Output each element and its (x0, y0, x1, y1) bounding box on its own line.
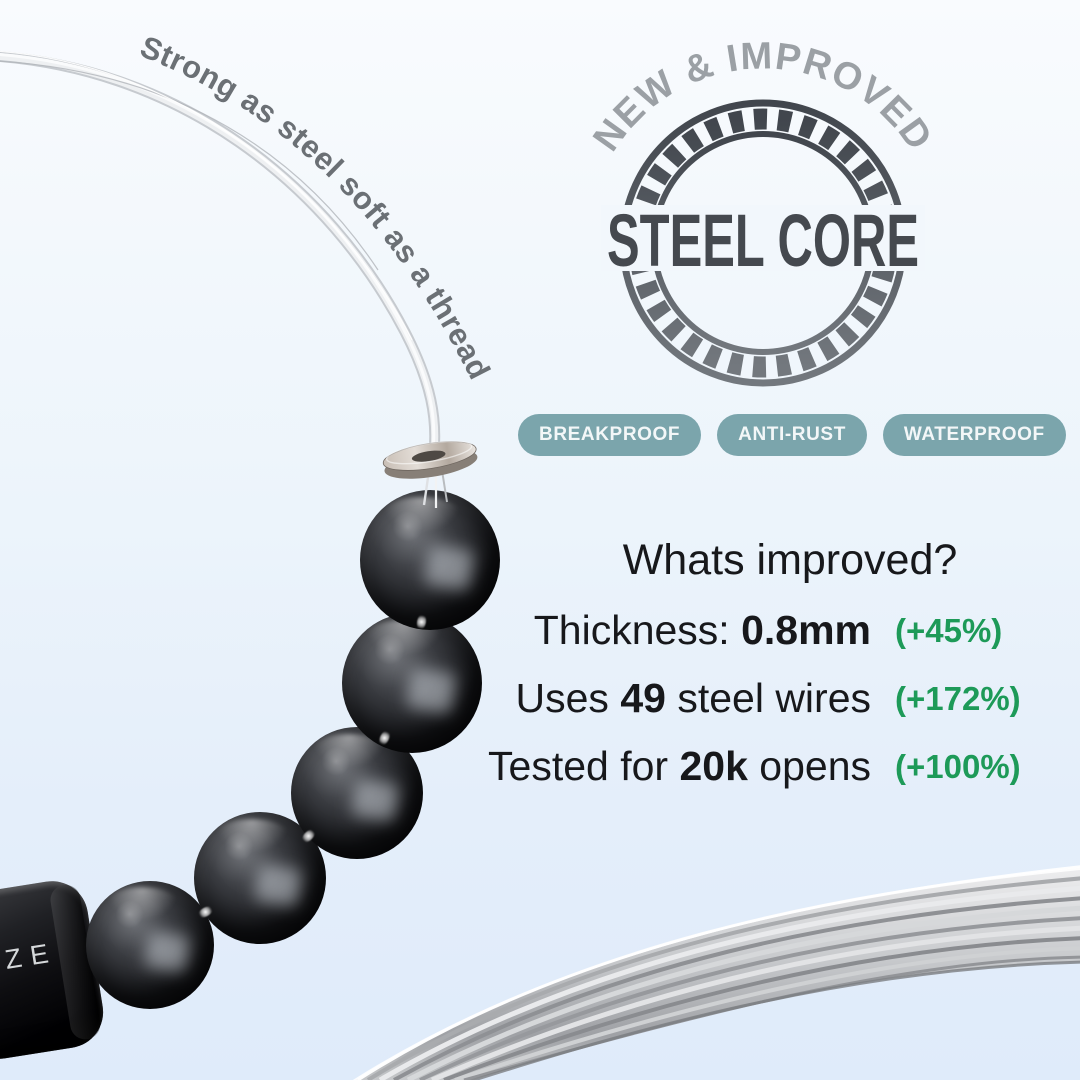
improvement-row-opens: Tested for 20k opens (488, 743, 871, 789)
steel-thread-wire (0, 50, 441, 458)
thread-caption: Strong as steel soft as a thread (135, 29, 497, 385)
steel-cable (352, 865, 1080, 1080)
pill-anti-rust: ANTI-RUST (717, 414, 867, 456)
bead (360, 490, 500, 630)
bead (86, 881, 214, 1009)
bead (342, 613, 482, 753)
improvement-delta: (+172%) (895, 679, 1021, 717)
badge-arc-text: NEW & IMPROVED (585, 35, 940, 159)
improvement-row-thickness: Thickness: 0.8mm (533, 607, 871, 653)
improvement-delta: (+100%) (895, 747, 1021, 785)
improvements-title: Whats improved? (622, 536, 958, 584)
washer-icon (382, 440, 478, 479)
feature-pills: BREAKPROOF ANTI-RUST WATERPROOF (518, 414, 1066, 456)
improvements-list: Thickness: 0.8mm (+45%) Uses 49 steel wi… (445, 607, 1035, 790)
pill-breakproof: BREAKPROOF (518, 414, 702, 456)
steel-core-badge: NEW & IMPROVED STEEL CORE (585, 35, 940, 387)
badge-stamp-text: STEEL CORE (607, 199, 919, 282)
improvement-row-wires: Uses 49 steel wires (515, 675, 871, 721)
badge-text-band (601, 205, 925, 271)
badge-ring-icon (619, 99, 907, 387)
pill-waterproof: WATERPROOF (882, 414, 1066, 456)
improvement-delta: (+45%) (895, 611, 1003, 649)
clasp-brand-label: RIZE (0, 937, 60, 982)
